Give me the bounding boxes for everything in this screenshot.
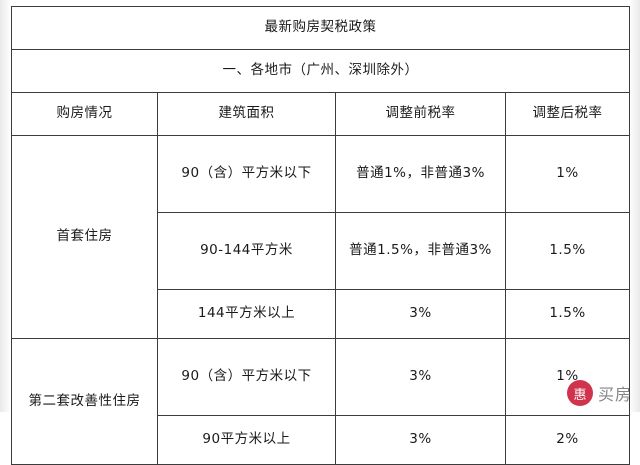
page-left-shadow [0,0,11,412]
table-row-section: 一、各地市（广州、深圳除外） [11,49,630,93]
cell-rate-before-2: 普通1.5%，非普通3% [335,212,506,290]
table-row: 第二套改善性住房 90（含）平方米以下 3% 1% [11,338,630,465]
cell-area-4: 90（含）平方米以下 [157,338,336,416]
cell-rate-after-1: 1% [505,135,630,213]
policy-table: 最新购房契税政策 一、各地市（广州、深圳除外） 购房情况 建筑面积 调整前税率 … [11,6,630,465]
document-title: 最新购房契税政策 [11,6,630,50]
column-header-situation: 购房情况 [11,92,158,136]
cell-rate-after-4: 1% [505,338,630,416]
cell-rate-before-5: 3% [335,415,506,465]
watermark-label: 买房 [597,385,632,404]
cell-area-2: 90-144平方米 [157,212,336,290]
table-row: 144平方米以上 3% 1.5% [12,289,630,339]
cell-area-1: 90（含）平方米以下 [157,135,336,213]
cell-rate-after-5: 2% [505,415,630,465]
cell-rate-after-3: 1.5% [505,289,630,339]
table-row-title: 最新购房契税政策 [11,6,630,50]
cell-area-3: 144平方米以上 [157,289,336,339]
section-heading: 一、各地市（广州、深圳除外） [11,49,630,93]
table-row-header: 购房情况 建筑面积 调整前税率 调整后税率 [11,92,630,136]
watermark: 惠 买房 [566,380,632,406]
cell-area-5: 90平方米以上 [157,415,336,465]
cell-rate-before-3: 3% [335,289,506,339]
cell-rate-before-1: 普通1%，非普通3% [335,135,506,213]
category-second-home: 第二套改善性住房 [11,338,158,465]
table-row: 首套住房 90（含）平方米以下 普通1%，非普通3% 1% [11,135,630,339]
table-row: 90-144平方米 普通1.5%，非普通3% 1.5% [12,212,630,290]
cell-rate-after-2: 1.5% [505,212,630,290]
column-header-rate-after: 调整后税率 [505,92,630,136]
category-first-home: 首套住房 [11,135,158,339]
watermark-logo-icon: 惠 [566,380,593,406]
page-right-shadow [629,0,640,412]
column-header-rate-before: 调整前税率 [335,92,506,136]
cell-rate-before-4: 3% [335,338,506,416]
column-header-area: 建筑面积 [157,92,336,136]
